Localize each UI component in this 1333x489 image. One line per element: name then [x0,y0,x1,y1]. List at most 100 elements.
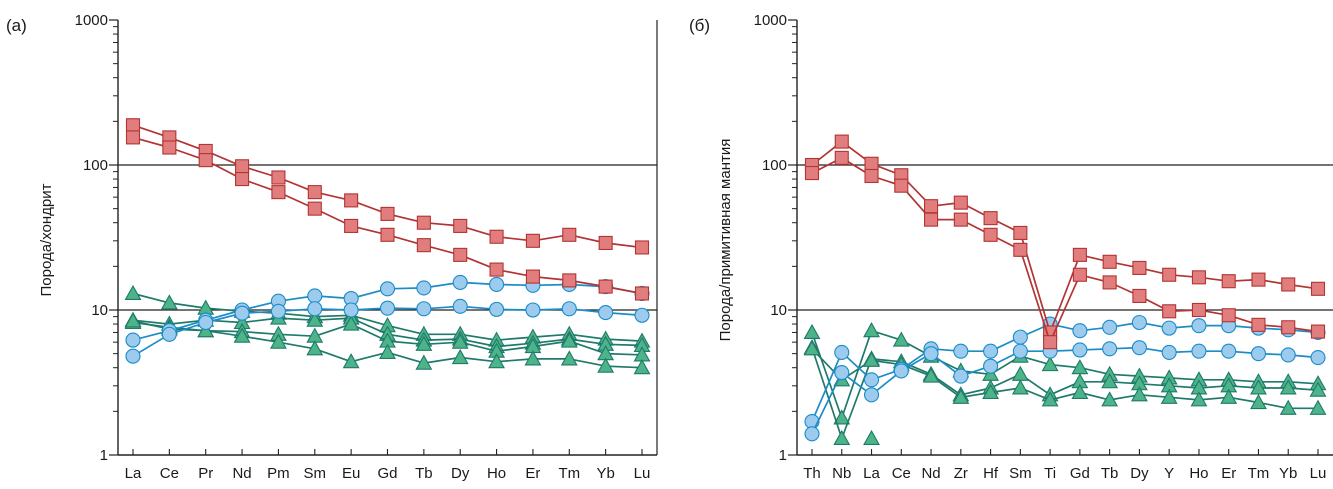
data-point-square-Pr [198,153,213,168]
data-point-circle-Ho [489,276,505,293]
series-b-3-blue [804,314,1326,430]
data-point-triangle-Sm [306,340,324,356]
data-point-triangle-Ce [160,294,178,310]
data-point-square-Ce [162,140,177,155]
data-point-square-Dy [453,247,468,262]
data-point-triangle-Nb [833,409,851,425]
data-point-circle-Yb [1280,347,1296,363]
x-tick-label-a-Gd: Gd [377,465,397,482]
data-point-triangle-Ce [892,331,910,347]
data-point-square-Tb [416,238,431,253]
series-b-1-red [804,134,1326,340]
data-point-triangle-Zr [952,388,970,404]
data-point-circle-Ce [161,326,177,342]
x-tick-label-b-Y: Y [1164,465,1174,482]
x-tick-label-b-Th: Th [803,465,821,482]
panel-label-b: (б) [689,16,710,35]
data-point-square-Sm [1013,225,1028,240]
data-point-square-Ce [894,178,909,193]
data-point-square-Pm [271,170,286,185]
data-point-triangle-Y [1160,388,1178,404]
series-b-4-blue [804,340,1326,442]
y-tick-label-b: 10 [770,302,787,319]
data-point-triangle-Sm [306,311,324,327]
data-point-triangle-La [124,284,142,301]
data-point-triangle-Tb [1101,391,1119,407]
data-point-circle-Dy [1131,340,1147,356]
data-point-triangle-La [863,429,880,446]
data-point-square-Hf [983,211,998,226]
x-tick-label-a-Pr: Pr [198,465,213,482]
series-a-4-blue [125,298,650,364]
y-tick-label-b: 100 [762,157,787,174]
data-point-triangle-Yb [597,357,615,373]
data-point-circle-Dy [1131,314,1147,331]
x-tick-label-b-Ce: Ce [892,465,911,482]
data-point-circle-Tb [416,280,432,296]
data-point-square-Gd [380,227,395,242]
data-point-square-Th [804,166,820,181]
data-point-triangle-Nd [233,327,251,343]
x-tick-label-a-Yb: Yb [596,465,614,482]
data-point-square-Er [525,269,540,284]
data-point-square-Tm [562,227,577,242]
data-point-circle-Sm [307,288,323,304]
data-point-triangle-Sm [1011,379,1029,395]
data-point-circle-Zr [953,343,969,359]
data-point-square-Dy [1132,288,1147,303]
x-tick-label-b-Sm: Sm [1009,465,1032,482]
data-point-square-Tm [1251,272,1266,287]
data-point-triangle-Tm [560,332,578,348]
data-point-square-Yb [598,279,613,294]
y-tick-label-a: 1000 [75,12,108,29]
data-point-triangle-Tb [1101,373,1119,389]
data-point-square-Nd [235,172,250,187]
x-tick-label-a-Ce: Ce [160,465,179,482]
x-tick-label-a-Nd: Nd [232,465,251,482]
y-tick-label-b: 1 [779,447,787,464]
data-point-circle-Er [1221,343,1237,359]
data-point-circle-Eu [343,302,359,318]
data-point-circle-La [863,372,880,388]
x-tick-label-a-Tm: Tm [558,465,580,482]
data-point-square-Ti [1043,335,1058,350]
series-a-8-green [124,312,651,375]
x-tick-label-b-Tb: Tb [1101,465,1119,482]
data-point-square-Gd [380,206,395,221]
y-tick-label-b: 1000 [754,12,787,29]
data-point-circle-Er [525,302,541,318]
data-point-square-Eu [344,218,359,233]
series-a-1-red [125,118,650,255]
data-point-circle-Y [1161,344,1177,360]
x-tick-label-b-Nb: Nb [832,465,851,482]
x-tick-label-b-Nd: Nd [921,465,940,482]
data-point-circle-La [863,387,880,403]
data-point-square-Tb [1102,254,1117,269]
x-tick-label-a-Ho: Ho [487,465,506,482]
data-point-square-Er [1221,308,1236,323]
data-point-square-Er [1221,274,1236,289]
data-point-square-Zr [953,212,968,227]
data-point-circle-Th [804,426,820,442]
x-tick-label-a-Er: Er [525,465,540,482]
data-point-square-Yb [1281,277,1296,292]
y-tick-label-a: 1 [100,447,108,464]
data-point-square-Er [525,233,540,248]
data-point-square-Yb [598,235,613,251]
data-point-circle-Nd [234,305,250,321]
data-point-circle-Hf [983,358,999,374]
data-point-circle-Gd [1072,342,1088,358]
data-point-triangle-Th [803,340,821,356]
data-point-circle-Ho [1191,318,1207,334]
data-point-square-Dy [1132,260,1147,275]
data-point-circle-Tm [561,301,577,317]
y-tick-label-a: 100 [83,157,108,174]
data-point-triangle-Sm [1011,365,1029,381]
data-point-triangle-Tm [560,350,578,366]
data-point-triangle-Nd [922,367,940,383]
data-point-circle-Ce [893,363,909,379]
x-tick-label-b-Tm: Tm [1248,465,1270,482]
data-point-square-Ho [1191,270,1206,285]
data-point-triangle-Lu [1309,399,1327,415]
data-point-triangle-Gd [379,343,396,359]
